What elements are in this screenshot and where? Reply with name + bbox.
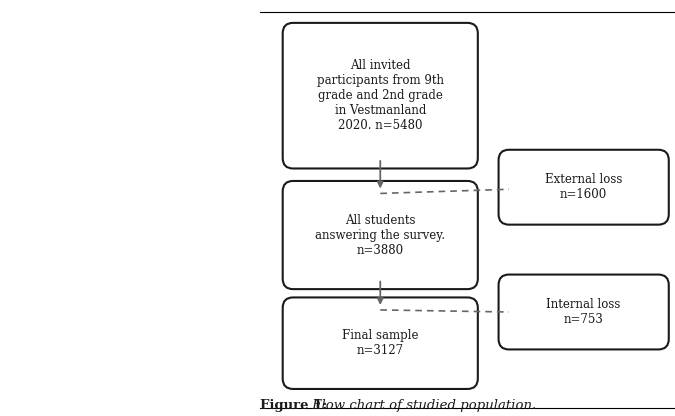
Text: Final sample
n=3127: Final sample n=3127 xyxy=(342,329,418,357)
Text: Flow chart of studied population.: Flow chart of studied population. xyxy=(308,399,536,412)
FancyBboxPatch shape xyxy=(499,275,669,349)
FancyBboxPatch shape xyxy=(283,297,478,389)
Text: Figure 1:: Figure 1: xyxy=(260,399,327,412)
Text: External loss
n=1600: External loss n=1600 xyxy=(545,173,622,201)
FancyBboxPatch shape xyxy=(499,150,669,225)
Text: All students
answering the survey.
n=3880: All students answering the survey. n=388… xyxy=(315,213,446,257)
FancyBboxPatch shape xyxy=(283,181,478,289)
Text: All invited
participants from 9th
grade and 2nd grade
in Vestmanland
2020. n=548: All invited participants from 9th grade … xyxy=(317,59,443,132)
FancyBboxPatch shape xyxy=(283,23,478,168)
Text: Internal loss
n=753: Internal loss n=753 xyxy=(547,298,621,326)
